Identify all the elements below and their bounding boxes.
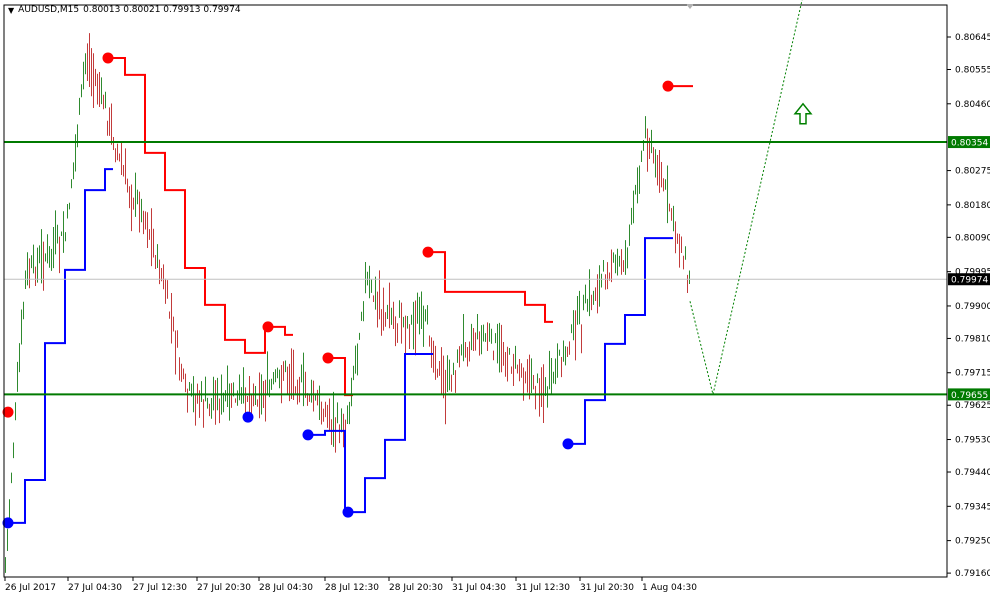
y-tick-label: 0.80180 (955, 201, 990, 211)
y-tick-label: 0.80555 (955, 65, 990, 75)
x-tick-label: 31 Jul 20:30 (580, 583, 634, 593)
support-dot (2, 517, 14, 529)
y-tick-label: 0.79440 (955, 468, 990, 478)
current-price-tag-bg (948, 273, 990, 286)
y-tick-label: 0.79900 (955, 302, 990, 312)
resistance-line (105, 56, 693, 397)
arrow-up-icon (793, 102, 813, 125)
y-tick-label: 0.79160 (955, 569, 990, 579)
y-tick-label: 0.79995 (955, 268, 990, 278)
x-tick-label: 28 Jul 04:30 (259, 583, 313, 593)
triangle-down-icon[interactable]: ▼ (8, 5, 15, 15)
y-tick-label: 0.79345 (955, 502, 990, 512)
y-tick-label: 0.79625 (955, 401, 990, 411)
y-tick-label: 0.79715 (955, 369, 990, 379)
y-tick-label: 0.80645 (955, 33, 990, 43)
support-line (5, 168, 673, 524)
y-tick-label: 0.80090 (955, 233, 990, 243)
horizontal-levels (4, 0, 947, 396)
current-price-tag: 0.79974 (951, 276, 988, 286)
y-tick-label: 0.80275 (955, 167, 990, 177)
chart-shift-marker-icon (686, 4, 694, 9)
level-price-tag-bg (948, 388, 990, 401)
x-tick-label: 27 Jul 20:30 (197, 583, 251, 593)
y-tick-label: 0.80460 (955, 100, 990, 110)
x-tick-label: 31 Jul 04:30 (452, 583, 506, 593)
resistance-dot (662, 80, 674, 92)
level-price-tag: 0.80354 (951, 139, 988, 149)
x-tick-label: 28 Jul 12:30 (325, 583, 379, 593)
y-tick-label: 0.79810 (955, 334, 990, 344)
projection-path (689, 0, 803, 395)
y-tick-label: 0.79250 (955, 537, 990, 547)
resistance-dot (322, 352, 334, 364)
level-price-tag: 0.79655 (951, 391, 988, 401)
x-tick-label: 27 Jul 12:30 (133, 583, 187, 593)
x-tick-label: 28 Jul 20:30 (389, 583, 443, 593)
x-tick-label: 1 Aug 04:30 (642, 583, 697, 593)
chart-header: ▼ AUDUSD,M15 0.80013 0.80021 0.79913 0.7… (8, 5, 241, 15)
level-price-tag-bg (948, 136, 990, 149)
y-tick-label: 0.79530 (955, 436, 990, 446)
ohlc-values: 0.80013 0.80021 0.79913 0.79974 (83, 5, 241, 15)
x-tick-label: 26 Jul 2017 (5, 583, 56, 593)
support-dot (562, 438, 574, 450)
support-dot (242, 411, 254, 423)
resistance-dot (262, 321, 274, 333)
x-tick-label: 31 Jul 12:30 (516, 583, 570, 593)
indicator-lines (2, 52, 693, 529)
time-axis: 26 Jul 2017 27 Jul 04:30 27 Jul 12:30 27 Ju… (4, 577, 697, 593)
symbol-label: AUDUSD,M15 (18, 5, 80, 15)
resistance-dot (2, 406, 14, 418)
support-dot (342, 506, 354, 518)
price-bars (5, 33, 690, 573)
resistance-dot (422, 246, 434, 258)
resistance-dot (102, 52, 114, 64)
support-dot (302, 429, 314, 441)
price-axis: 0.80645 0.80555 0.80460 0.80275 0.80180 0.800… (947, 33, 990, 579)
x-tick-label: 27 Jul 04:30 (68, 583, 122, 593)
plot-frame (3, 4, 948, 578)
